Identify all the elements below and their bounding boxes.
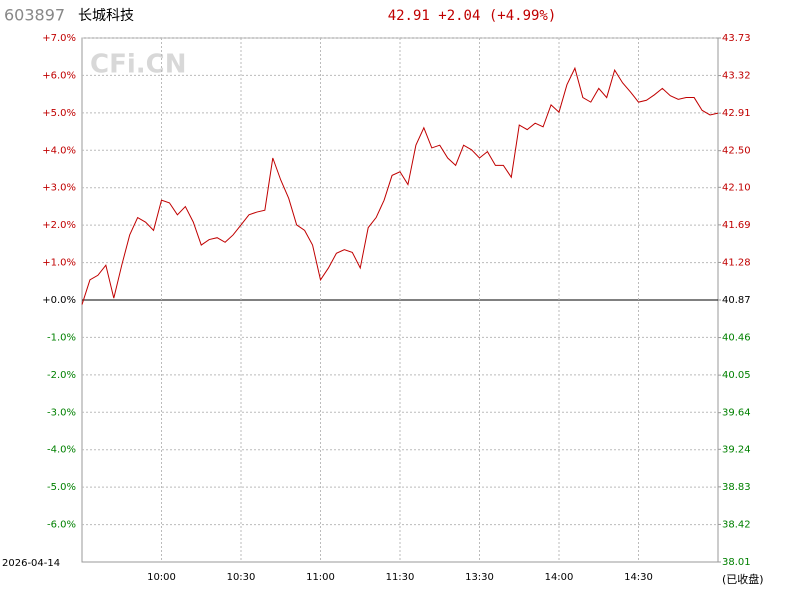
- y2-tick-label: 39.64: [722, 408, 751, 419]
- y2-tick-label: 43.32: [722, 71, 751, 82]
- y-tick-label: -2.0%: [47, 370, 76, 381]
- y-tick-label: +6.0%: [42, 70, 76, 81]
- y-tick-label: -1.0%: [47, 332, 76, 343]
- date-label: 2026-04-14: [2, 558, 60, 569]
- x-tick-label: 11:00: [306, 572, 335, 583]
- y2-tick-label: 42.50: [722, 146, 751, 157]
- y-tick-label: -3.0%: [47, 407, 76, 418]
- y-tick-label: +7.0%: [42, 33, 76, 44]
- x-tick-label: 13:30: [465, 572, 494, 583]
- y-tick-label: +1.0%: [42, 258, 76, 269]
- y2-tick-label: 41.28: [722, 257, 751, 268]
- y-tick-label: +4.0%: [42, 145, 76, 156]
- stock-name: 长城科技: [78, 8, 134, 24]
- y2-tick-label: 38.83: [722, 482, 751, 493]
- y2-tick-label: 40.46: [722, 333, 751, 344]
- y2-tick-label: 38.01: [722, 557, 751, 568]
- y-tick-label: -4.0%: [47, 445, 76, 456]
- stock-code: 603897: [4, 6, 65, 25]
- y-tick-label: -6.0%: [47, 520, 76, 531]
- x-tick-label: 14:30: [624, 572, 653, 583]
- y2-tick-label: 41.69: [722, 220, 751, 231]
- y2-tick-label: 42.91: [722, 108, 751, 119]
- status-label: (已收盘): [722, 572, 764, 586]
- y2-tick-label: 40.05: [722, 370, 751, 381]
- y2-tick-label: 38.42: [722, 519, 751, 530]
- x-tick-label: 11:30: [386, 572, 415, 583]
- y2-tick-label: 40.87: [722, 295, 751, 306]
- x-tick-label: 14:00: [545, 572, 574, 583]
- quote: 42.91 +2.04 (+4.99%): [388, 8, 557, 24]
- y-tick-label: +0.0%: [42, 295, 76, 306]
- x-tick-label: 10:30: [227, 572, 256, 583]
- x-tick-label: 10:00: [147, 572, 176, 583]
- price-line: [81, 66, 719, 305]
- y-tick-label: +3.0%: [42, 183, 76, 194]
- y-tick-label: +2.0%: [42, 220, 76, 231]
- y2-tick-label: 39.24: [722, 444, 751, 455]
- y2-tick-label: 43.73: [722, 33, 751, 44]
- watermark: CFi.CN: [90, 50, 186, 80]
- y-tick-label: +5.0%: [42, 108, 76, 119]
- y2-tick-label: 42.10: [722, 182, 751, 193]
- y-tick-label: -5.0%: [47, 482, 76, 493]
